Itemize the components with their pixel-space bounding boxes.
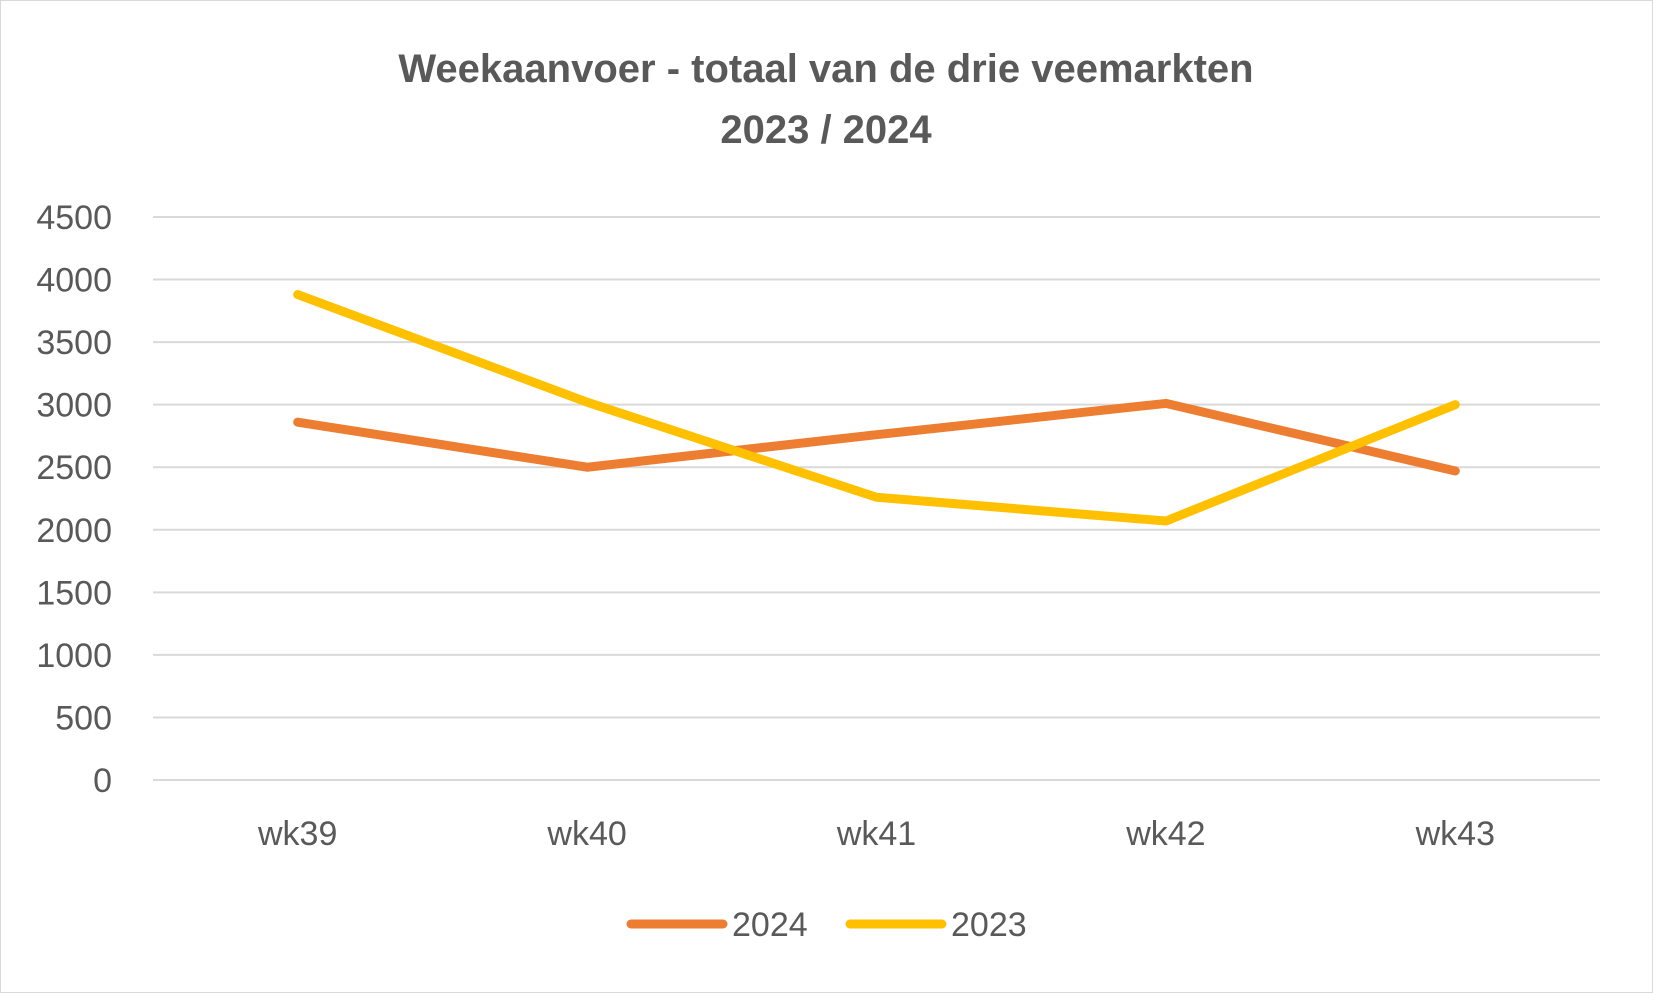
x-tick-label: wk39: [257, 815, 337, 853]
x-tick-label: wk43: [1415, 815, 1495, 853]
y-tick-label: 4000: [36, 262, 112, 300]
y-tick-label: 2000: [36, 512, 112, 550]
y-tick-label: 4500: [36, 199, 112, 237]
y-tick-label: 3000: [36, 387, 112, 425]
series-lines: [293, 290, 1460, 526]
legend-label: 2023: [951, 906, 1027, 944]
x-tick-label: wk40: [546, 815, 626, 853]
y-tick-label: 2500: [36, 449, 112, 487]
x-tick-label: wk41: [836, 815, 916, 853]
series-line-2024: [293, 398, 1460, 476]
y-axis-tick-labels: 0 500 1000 1500 2000 2500 3000 3500 4000 4500: [36, 199, 112, 800]
x-axis-tick-labels: wk39 wk40 wk41 wk42 wk43: [257, 815, 1495, 853]
chart-title: Weekaanvoer - totaal van de drie veemark…: [398, 47, 1253, 152]
y-tick-label: 0: [93, 762, 112, 800]
series-line-2023: [293, 290, 1460, 526]
y-tick-label: 3500: [36, 324, 112, 362]
y-tick-label: 500: [55, 699, 112, 737]
legend-label: 2024: [732, 906, 808, 944]
gridlines: [153, 216, 1600, 781]
chart-title-line-1: Weekaanvoer - totaal van de drie veemark…: [398, 47, 1253, 91]
y-tick-label: 1500: [36, 574, 112, 612]
legend: 2024 2023: [626, 906, 1027, 944]
x-tick-label: wk42: [1125, 815, 1205, 853]
y-tick-label: 1000: [36, 637, 112, 675]
chart-title-line-2: 2023 / 2024: [720, 108, 932, 152]
